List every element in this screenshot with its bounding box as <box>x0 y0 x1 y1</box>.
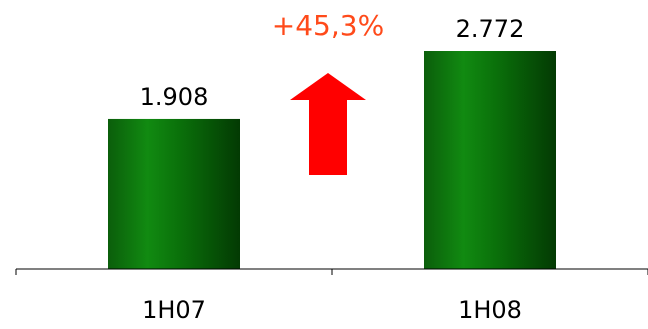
change-percent-label: +45,3% <box>272 9 384 42</box>
x-axis: 1H07 1H08 <box>15 268 648 324</box>
x-tick-label-1h07: 1H07 <box>142 296 206 324</box>
bar-1h07 <box>108 118 240 269</box>
value-labels-group: 1.908 2.772 <box>140 15 525 111</box>
bars-group <box>108 51 556 269</box>
change-annotation: +45,3% <box>272 9 384 175</box>
up-arrow-icon <box>290 73 366 175</box>
bar-1h08 <box>424 51 556 269</box>
value-label-1h07: 1.908 <box>140 83 209 111</box>
value-label-1h08: 2.772 <box>456 15 525 43</box>
x-tick-label-1h08: 1H08 <box>458 296 522 324</box>
